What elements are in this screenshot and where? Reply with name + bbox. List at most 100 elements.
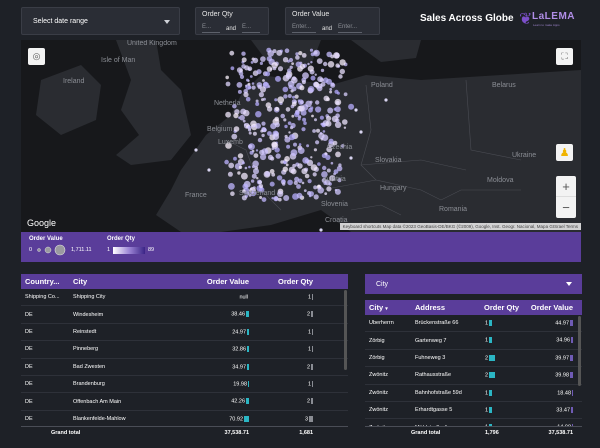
sales-map[interactable]: United Kingdom Isle of Man Ireland Nethe… — [21, 40, 581, 232]
zoom-in-button[interactable]: + — [556, 176, 576, 197]
table-row[interactable]: Zwönitz Bahnhofstraße 59d 1 18.48 — [365, 385, 582, 402]
city-filter-dropdown[interactable]: City — [365, 274, 582, 294]
order-location-dot — [359, 130, 363, 134]
order-location-dot — [303, 121, 307, 125]
map-label-isle-of-man: Isle of Man — [101, 57, 136, 64]
table-scrollbar[interactable] — [344, 290, 347, 370]
order-location-dot — [252, 125, 255, 128]
date-range-selector[interactable]: Select date range — [21, 7, 180, 35]
location-button[interactable]: ◎ — [28, 48, 45, 65]
order-location-dot — [230, 66, 235, 71]
table-row[interactable]: DE Pinneberg 32.86 1 — [21, 341, 348, 359]
table-row[interactable]: DE Reinstedt 24.97 1 — [21, 324, 348, 342]
city-address-table: City ▾ Address Order Qty Order Value Übe… — [365, 300, 582, 439]
map-attribution[interactable]: Keyboard shortcuts Map data ©2023 GeoBas… — [339, 223, 581, 230]
order-location-dot — [306, 144, 310, 148]
order-location-dot — [354, 108, 358, 112]
order-location-dot — [241, 172, 248, 180]
cell-order-qty: 2 — [253, 311, 317, 318]
order-location-dot — [348, 103, 355, 110]
column-header-city[interactable]: City ▾ — [369, 303, 388, 312]
order-value-max-input[interactable]: Enter... — [338, 24, 363, 33]
column-header-order-value[interactable]: Order Value — [206, 277, 249, 286]
table-row[interactable]: Zwönitz Rathausstraße 2 39.98 — [365, 367, 582, 385]
table-row[interactable]: DE Bad Zwesten 34.97 2 — [21, 359, 348, 376]
table-row[interactable]: Zwönitz Erhardtgasse 5 1 33.47 — [365, 402, 582, 420]
cell-order-value: 44.97 — [523, 319, 577, 326]
order-location-dot — [225, 75, 229, 80]
brand-logo: ❦ LaLEMA Learn to make Apps — [519, 8, 581, 30]
legend-order-qty-title: Order Qty — [107, 236, 136, 242]
street-view-button[interactable]: ♟ — [556, 144, 573, 161]
order-qty-max-input[interactable]: E... — [242, 24, 261, 33]
order-location-dot — [259, 196, 263, 199]
cell-city: Brandenburg — [73, 381, 105, 388]
table-row[interactable]: Zörbig Gartenweg 7 1 34.96 — [365, 332, 582, 350]
cell-country: DE — [25, 398, 33, 405]
cell-country: DE — [25, 346, 33, 353]
order-location-dot — [325, 120, 332, 127]
order-location-dot — [317, 187, 325, 194]
order-location-dot — [252, 186, 256, 190]
column-header-address[interactable]: Address — [415, 303, 446, 312]
map-label-netherlands: Netherla — [214, 100, 241, 107]
order-location-dot — [315, 140, 320, 145]
value-bar — [248, 380, 249, 387]
order-location-dot — [299, 63, 306, 70]
order-location-dot — [323, 61, 328, 67]
table-row[interactable]: Zörbig Fuhneweg 3 2 39.97 — [365, 350, 582, 368]
grand-total-qty: 1,796 — [485, 430, 499, 436]
column-header-city[interactable]: City — [73, 277, 88, 286]
order-location-dot — [262, 79, 265, 82]
column-header-order-qty[interactable]: Order Qty — [483, 303, 519, 312]
order-location-dot — [337, 178, 342, 183]
order-location-dot — [297, 178, 303, 184]
order-location-dot — [340, 144, 345, 148]
logo-icon: ❦ — [519, 11, 533, 28]
order-location-dot — [250, 179, 255, 183]
fullscreen-button[interactable]: ⛶ — [556, 48, 573, 65]
order-location-dot — [241, 195, 247, 201]
order-location-dot — [309, 100, 313, 104]
land-ireland — [36, 65, 101, 135]
order-location-dot — [296, 184, 301, 189]
order-location-dot — [274, 122, 280, 128]
order-location-dot — [244, 166, 248, 170]
map-label-austria: Austria — [324, 176, 346, 183]
table-scrollbar[interactable] — [578, 316, 581, 386]
map-label-romania: Romania — [439, 206, 468, 213]
table-row[interactable]: DE Windesheim 38.46 2 — [21, 306, 348, 324]
order-location-dot — [317, 162, 321, 166]
order-location-dot — [276, 175, 283, 181]
fullscreen-icon: ⛶ — [561, 51, 568, 61]
value-bar — [247, 328, 249, 335]
order-location-dot — [310, 75, 316, 81]
map-data-points — [194, 47, 388, 232]
order-location-dot — [298, 105, 305, 112]
table-row[interactable]: Überherrn Brückenstraße 66 1 44.97 — [365, 315, 582, 333]
order-location-dot — [301, 127, 306, 132]
order-value-min-input[interactable]: Enter... — [292, 24, 316, 33]
order-location-dot — [225, 142, 232, 149]
cell-order-value: 34.96 — [523, 337, 577, 344]
zoom-out-button[interactable]: − — [562, 200, 570, 215]
order-qty-filter-label: Order Qty — [202, 11, 233, 18]
order-location-dot — [284, 136, 291, 143]
order-location-dot — [289, 65, 293, 69]
order-location-dot — [260, 153, 267, 161]
google-logo: Google — [27, 218, 57, 228]
map-label-belgium: Belgium — [207, 126, 233, 133]
column-header-country[interactable]: Country... — [25, 277, 60, 286]
table-row[interactable]: Shipping Co... Shipping City null 1 — [21, 289, 348, 307]
order-location-dot — [333, 52, 340, 59]
order-location-dot — [349, 156, 353, 160]
cell-order-value: 24.97 — [157, 328, 253, 335]
table-row[interactable]: DE Brandenburg 19.98 1 — [21, 376, 348, 394]
cell-address: Gartenweg 7 — [415, 337, 447, 344]
table-row[interactable]: DE Offenbach Am Main 42.26 2 — [21, 393, 348, 411]
order-location-dot — [239, 74, 245, 79]
order-location-dot — [384, 98, 388, 102]
column-header-order-value[interactable]: Order Value — [530, 303, 573, 312]
order-qty-min-input[interactable]: E... — [202, 24, 220, 33]
column-header-order-qty[interactable]: Order Qty — [277, 277, 313, 286]
